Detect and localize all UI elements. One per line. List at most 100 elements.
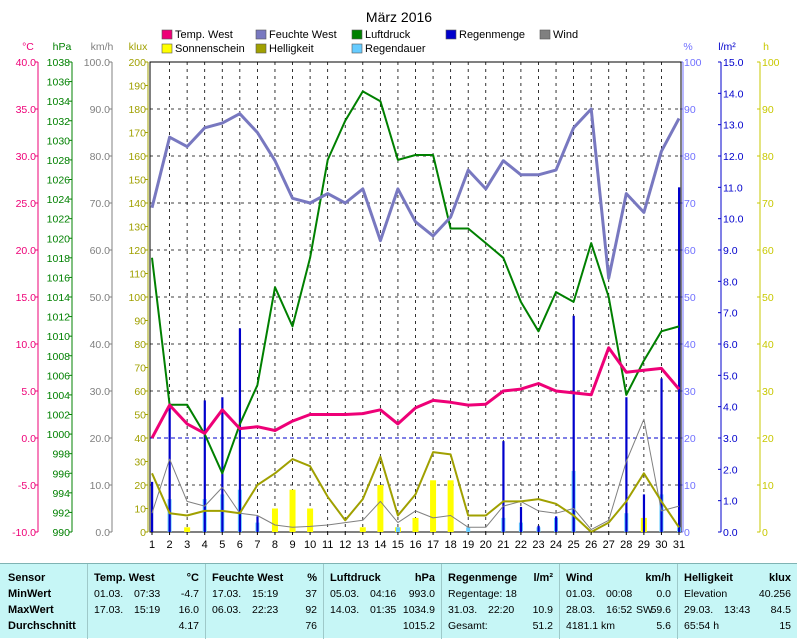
- rain-amount-bar: [660, 378, 663, 532]
- tick-label-pressure_hpa: 1026: [47, 175, 71, 187]
- temperature-line: [150, 346, 681, 439]
- tick-label-humidity_pct: 70: [684, 198, 696, 210]
- x-tick-label: 11: [322, 539, 333, 551]
- tick-label-light_klux: 200: [128, 57, 146, 69]
- sunshine-bar: [430, 480, 437, 532]
- light-elevation-value: 40.256: [758, 588, 791, 600]
- tick-label-rain_lm2: 7.0: [723, 308, 738, 320]
- stats-col-light: Helligkeit klux Elevation 40.256 29.03. 13:…: [678, 564, 797, 639]
- sunshine-bar: [307, 508, 314, 532]
- x-tick-label: 21: [497, 539, 509, 551]
- tick-label-sun_h: 70: [762, 198, 774, 210]
- tick-label-light_klux: 0: [140, 527, 146, 539]
- humidity-unit: %: [307, 572, 317, 584]
- wind-max-time: 16:52: [606, 604, 633, 616]
- tick-label-sun_h: 30: [762, 386, 774, 398]
- sunshine-bar: [412, 517, 419, 532]
- tick-label-pressure_hpa: 1000: [47, 429, 71, 441]
- axis-label-wind_kmh: km/h: [91, 41, 114, 53]
- rain-max-date: 31.03.: [448, 604, 478, 616]
- pressure-min-time: 04:16: [370, 588, 397, 600]
- legend-swatch: [161, 43, 173, 54]
- tick-label-pressure_hpa: 996: [52, 468, 70, 480]
- chart-axes: °C -10.0 -5.0 0.0 5.0 10.0 15.0 20.0 25.0 30.0 35.…: [12, 41, 780, 539]
- axis-label-rain_lm2: l/m²: [718, 41, 736, 53]
- light-title: Helligkeit: [684, 572, 733, 584]
- x-tick-label: 24: [550, 539, 562, 551]
- tick-label-sun_h: 80: [762, 151, 774, 163]
- legend-label: Luftdruck: [365, 29, 411, 41]
- x-tick-label: 29: [638, 539, 650, 551]
- tick-label-wind_kmh: 10.0: [90, 480, 111, 492]
- stats-col-wind: Wind km/h 01.03. 00:08 0.0 28.03. 16:52 SW 59.…: [560, 564, 678, 639]
- tick-label-rain_lm2: 2.0: [723, 464, 738, 476]
- sunshine-bar: [359, 527, 366, 532]
- humidity-min-value: 37: [305, 588, 317, 600]
- tick-label-light_klux: 110: [129, 269, 146, 281]
- light-max-time: 13:43: [724, 604, 751, 616]
- tick-label-humidity_pct: 100: [684, 57, 702, 69]
- pressure-min-date: 05.03.: [330, 588, 360, 600]
- legend-label: Wind: [553, 29, 578, 41]
- tick-label-rain_lm2: 10.0: [723, 214, 744, 226]
- temp-title: Temp. West: [94, 572, 155, 584]
- wind-max-date: 28.03.: [566, 604, 596, 616]
- tick-label-light_klux: 30: [134, 457, 146, 469]
- axis-label-temp_c: °C: [22, 41, 34, 53]
- x-tick-label: 25: [567, 539, 579, 551]
- tick-label-rain_lm2: 9.0: [723, 245, 738, 257]
- rain-total-label: Gesamt:: [448, 620, 488, 632]
- wind-min-time: 00:08: [606, 588, 633, 600]
- wind-max-value: 59.6: [650, 604, 671, 616]
- tick-label-humidity_pct: 10: [684, 480, 696, 492]
- stats-row-label-avg: Durchschnitt: [8, 620, 76, 632]
- tick-label-pressure_hpa: 990: [52, 527, 70, 539]
- rain-amount-bar: [238, 328, 242, 532]
- rain-amount-bar: [502, 441, 505, 532]
- tick-label-rain_lm2: 14.0: [723, 88, 744, 100]
- tick-label-light_klux: 10: [134, 504, 146, 516]
- rain-amount-bar: [572, 315, 575, 532]
- legend-label: Helligkeit: [269, 43, 314, 55]
- weather-chart: März 2016 Temp. West Feuchte West Luftdruc…: [12, 9, 780, 551]
- axis-light_klux: klux 0 10 20 30 40 50 60 70 80 90 100 110 120 130 140 15…: [128, 41, 148, 539]
- tick-label-light_klux: 170: [128, 128, 146, 140]
- rain-amount-bar: [519, 506, 523, 532]
- temp-max-value: 16.0: [178, 604, 199, 616]
- tick-label-rain_lm2: 0.0: [723, 527, 738, 539]
- tick-label-temp_c: 25.0: [16, 198, 37, 210]
- pressure-max-value: 1034.9: [402, 604, 435, 616]
- tick-label-humidity_pct: 60: [684, 245, 696, 257]
- tick-label-light_klux: 60: [134, 386, 146, 398]
- tick-label-pressure_hpa: 1028: [47, 155, 71, 167]
- humidity-avg-value: 76: [305, 620, 317, 632]
- sunshine-bar: [289, 489, 296, 532]
- humidity-max-date: 06.03.: [212, 604, 242, 616]
- light-duration: 65:54 h: [684, 620, 720, 632]
- tick-label-pressure_hpa: 1004: [47, 390, 71, 402]
- wind-unit: km/h: [645, 572, 671, 584]
- light-max-date: 29.03.: [684, 604, 714, 616]
- tick-label-pressure_hpa: 1034: [47, 96, 71, 108]
- tick-label-pressure_hpa: 1006: [47, 370, 71, 382]
- stats-row-label-max: MaxWert: [8, 604, 54, 616]
- x-tick-label: 28: [620, 539, 632, 551]
- tick-label-sun_h: 20: [762, 433, 774, 445]
- wind-min-date: 01.03.: [566, 588, 596, 600]
- humidity-max-value: 92: [305, 604, 317, 616]
- tick-label-temp_c: 0.0: [21, 433, 36, 445]
- sunshine-bar: [447, 480, 454, 532]
- light-avg-value: 15: [779, 620, 791, 632]
- tick-label-sun_h: 0: [762, 527, 768, 539]
- rain-duration-bar: [395, 527, 400, 532]
- legend-label: Regenmenge: [459, 29, 525, 41]
- legend-item: Helligkeit: [255, 43, 314, 55]
- x-tick-label: 12: [339, 539, 351, 551]
- axis-wind_kmh: km/h 0.0 10.0 20.0 30.0 40.0 50.0 60.0 70.0 80.0 9…: [84, 41, 114, 539]
- wind-min-value: 0.0: [656, 588, 671, 600]
- x-tick-label: 1: [149, 539, 155, 551]
- tick-label-pressure_hpa: 1008: [47, 351, 71, 363]
- legend-swatch: [161, 29, 173, 40]
- tick-label-light_klux: 190: [128, 81, 146, 93]
- tick-label-temp_c: 15.0: [16, 292, 37, 304]
